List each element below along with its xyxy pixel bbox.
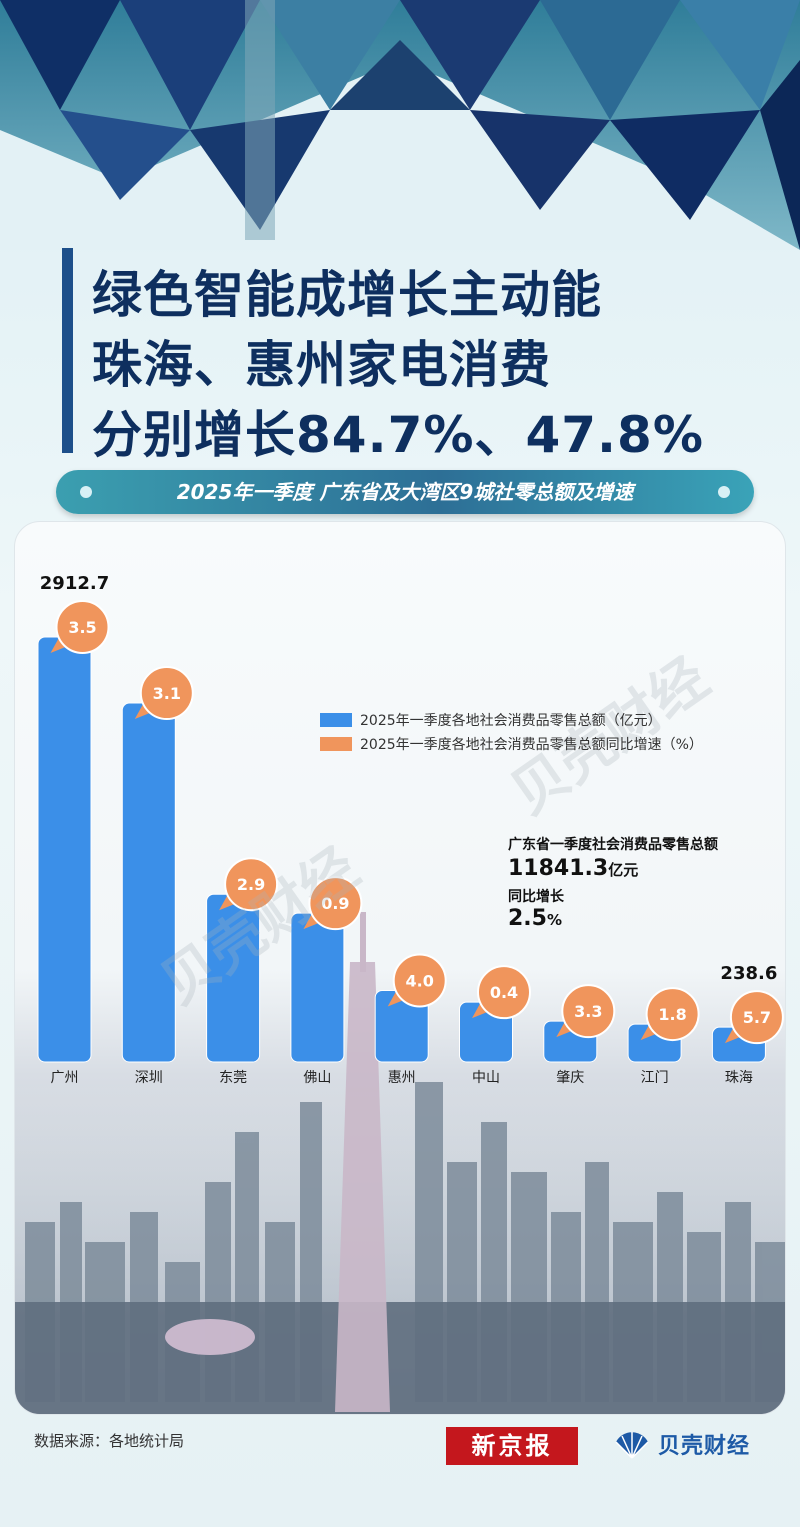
headline-line-2: 珠海、惠州家电消费 — [92, 336, 551, 394]
growth-value-label: 1.8 — [658, 1005, 686, 1024]
growth-value-label: 4.0 — [406, 972, 434, 991]
growth-bubble-tail — [50, 635, 71, 653]
province-growth-label: 同比增长 — [508, 889, 564, 905]
chart-card: 广州 3.5 2912.7 深圳 3.1 东莞 2.9 佛山 0.9 惠州 4.0 中山 0.4 肇庆 3.… — [14, 521, 786, 1415]
growth-bubble — [55, 600, 110, 654]
growth-bubble-tail — [219, 892, 240, 911]
headline-line-3: 分别增长84.7%、47.8% — [92, 406, 704, 464]
growth-bubble-tail — [387, 988, 408, 1007]
pill-dot-left — [80, 486, 92, 498]
growth-value-label: 3.3 — [574, 1002, 602, 1021]
growth-value-label: 3.1 — [153, 684, 181, 703]
shell-icon — [615, 1432, 649, 1459]
growth-bubble — [392, 953, 447, 1008]
category-label: 深圳 — [135, 1070, 163, 1086]
growth-bubble-tail — [556, 1019, 577, 1038]
legend-swatch-blue — [320, 713, 352, 727]
data-source: 数据来源：各地统计局 — [34, 1432, 185, 1450]
chart-subtitle: 2025年一季度 广东省及大湾区9城社零总额及增速 — [176, 480, 634, 504]
growth-bubble — [645, 987, 700, 1042]
chart-legend: 2025年一季度各地社会消费品零售总额（亿元） 2025年一季度各地社会消费品零… — [320, 708, 703, 756]
category-label: 珠海 — [725, 1070, 753, 1086]
subtitle-banner: 2025年一季度 广东省及大湾区9城社零总额及增速 — [56, 470, 754, 514]
growth-value-label: 5.7 — [743, 1008, 771, 1027]
category-label: 江门 — [641, 1070, 669, 1086]
beike-logo: 贝壳财经 — [612, 1428, 750, 1460]
bar-深圳 — [121, 702, 176, 1063]
top-decorative-triangles — [0, 0, 800, 250]
growth-bubble — [729, 990, 784, 1045]
province-growth-number: 2.5 — [508, 906, 547, 931]
province-growth-value: 2.5% — [508, 906, 562, 931]
growth-bubble-tail — [134, 701, 155, 720]
growth-bubble — [139, 666, 194, 721]
category-label: 东莞 — [219, 1070, 247, 1086]
beike-logo-text: 贝壳财经 — [658, 1434, 751, 1459]
growth-value-label: 0.4 — [490, 983, 518, 1002]
growth-bubble-tail — [472, 1000, 492, 1019]
growth-bubble — [224, 857, 279, 912]
growth-bubble — [477, 965, 531, 1020]
category-label: 惠州 — [388, 1070, 416, 1086]
xinjingbao-logo: 新京报 — [446, 1427, 578, 1465]
growth-bubble-tail — [303, 911, 324, 930]
category-label: 肇庆 — [556, 1070, 584, 1086]
pill-dot-right — [718, 486, 730, 498]
legend-item-growth: 2025年一季度各地社会消费品零售总额同比增速（%） — [320, 732, 703, 756]
headline-line-1: 绿色智能成增长主动能 — [92, 266, 602, 324]
legend-swatch-orange — [320, 737, 352, 751]
province-total-label: 广东省一季度社会消费品零售总额 — [508, 837, 718, 853]
province-growth-unit: % — [546, 911, 563, 929]
province-total-unit: 亿元 — [608, 861, 639, 879]
growth-value-label: 0.9 — [321, 894, 349, 913]
category-label: 中山 — [472, 1070, 500, 1086]
legend-label-amount: 2025年一季度各地社会消费品零售总额（亿元） — [360, 713, 662, 729]
category-label: 广州 — [51, 1070, 79, 1086]
category-label: 佛山 — [303, 1070, 331, 1086]
bar-chart: 广州 3.5 2912.7 深圳 3.1 东莞 2.9 佛山 0.9 惠州 4.0 中山 0.4 肇庆 3.… — [37, 573, 784, 1086]
legend-label-growth: 2025年一季度各地社会消费品零售总额同比增速（%） — [360, 737, 703, 753]
title-accent-bar — [62, 248, 73, 453]
legend-item-amount: 2025年一季度各地社会消费品零售总额（亿元） — [320, 708, 703, 732]
province-total-number: 11841.3 — [508, 856, 609, 881]
amount-value-label: 2912.7 — [40, 573, 109, 594]
growth-bubble-tail — [724, 1025, 745, 1044]
city-skyline-background — [15, 912, 785, 1414]
amount-value-label: 238.6 — [720, 963, 777, 984]
growth-value-label: 3.5 — [68, 618, 96, 637]
bar-广州 — [37, 636, 92, 1063]
growth-bubble-tail — [640, 1022, 661, 1041]
growth-value-label: 2.9 — [237, 875, 265, 894]
growth-bubble — [308, 876, 363, 931]
province-total-value: 11841.3亿元 — [508, 856, 638, 881]
growth-bubble — [561, 984, 616, 1039]
